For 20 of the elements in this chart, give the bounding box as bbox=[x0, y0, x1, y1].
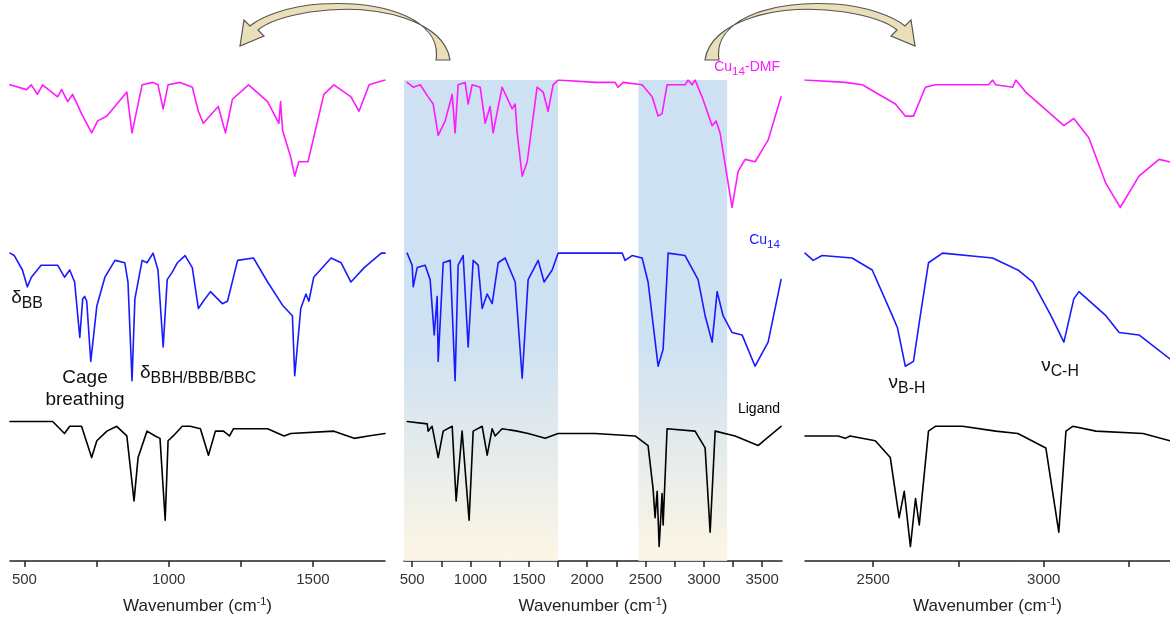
x-tick-label: 3500 bbox=[745, 570, 779, 587]
x-tick-label: 1500 bbox=[512, 570, 546, 587]
x-tick-label: 500 bbox=[399, 570, 425, 587]
annotation: ν$_{C-H}$ bbox=[1041, 354, 1079, 381]
x-tick-label: 1500 bbox=[296, 570, 330, 587]
series-label: Ligand bbox=[737, 399, 780, 416]
annotation: δ$_{BBH/BBB/BBC}$ bbox=[140, 361, 257, 388]
x-tick-label: 1000 bbox=[453, 570, 488, 587]
x-tick-label: 2500 bbox=[856, 570, 890, 587]
x-tick-label: 3000 bbox=[687, 570, 721, 587]
annotation: ν$_{B-H}$ bbox=[888, 371, 926, 398]
text: Cu$_{14}$ bbox=[749, 231, 780, 250]
series-label: Cu$_{14}$-DMF bbox=[714, 58, 780, 77]
annotation: δ$_{BB}$ bbox=[11, 286, 43, 313]
x-tick-label: 2000 bbox=[570, 570, 604, 587]
x-tick-label: 1000 bbox=[151, 570, 186, 587]
x-tick-label: 3000 bbox=[1027, 570, 1061, 587]
x-tick-label: 2500 bbox=[628, 570, 663, 587]
x-tick-label: 500 bbox=[11, 570, 37, 587]
annotation: Cage breathing bbox=[44, 366, 126, 410]
